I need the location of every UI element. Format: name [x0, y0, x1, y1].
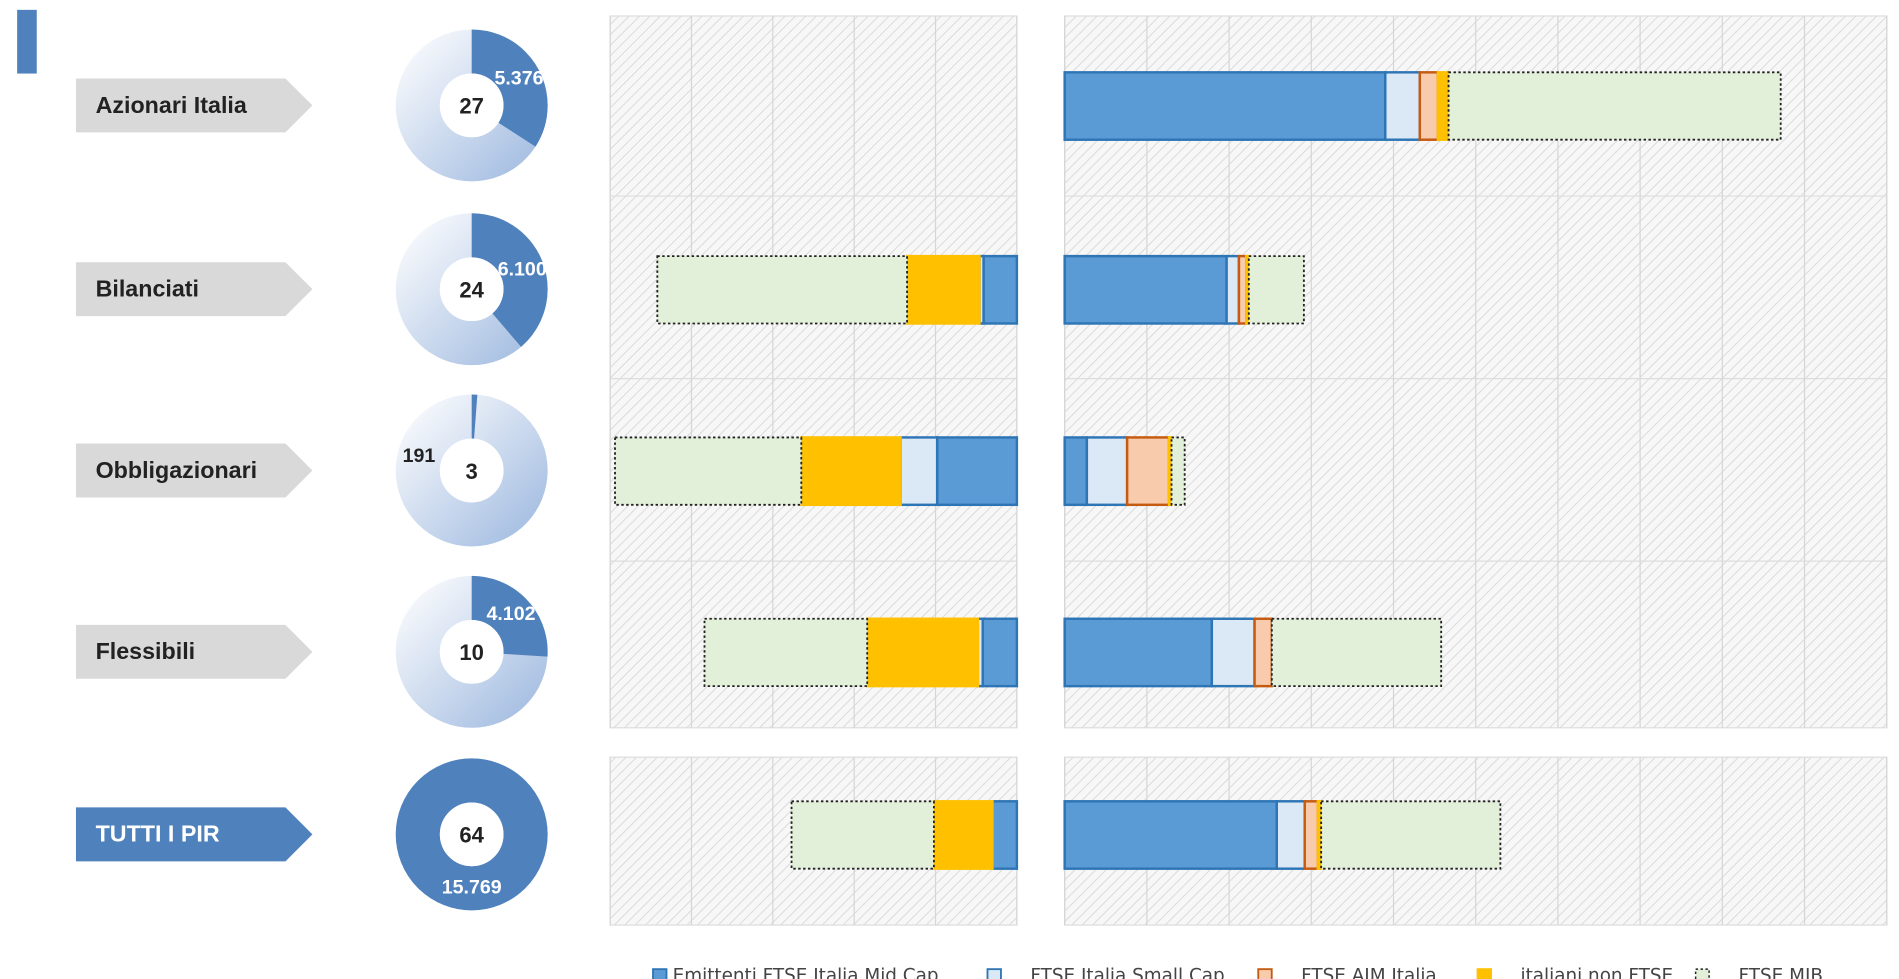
category-label: Flessibili	[96, 638, 196, 664]
bar-segment	[800, 436, 902, 507]
bar-segment	[935, 436, 1019, 507]
bar-segment	[1247, 255, 1305, 325]
bar-segment	[1384, 71, 1422, 141]
aum-label: 6.100	[498, 259, 547, 281]
bar-segment	[1210, 617, 1256, 688]
legend-label: Emittenti FTSE Italia Mid Cap	[673, 966, 939, 979]
bar-segment	[865, 617, 980, 688]
bar-segment	[1275, 800, 1306, 870]
donut-hole	[439, 802, 504, 867]
bar-segment	[1418, 71, 1440, 141]
bar-segment	[991, 800, 1019, 870]
category-label: Bilanciati	[96, 276, 199, 302]
bar-segment	[1225, 254, 1241, 325]
category-label: TUTTI I PIR	[96, 821, 220, 847]
bar-segment	[614, 436, 803, 506]
donut-slice	[395, 213, 548, 366]
bar-segment	[1063, 71, 1387, 141]
bar-segment	[1063, 800, 1278, 870]
bar-segment	[1270, 617, 1443, 688]
donut-hole	[439, 257, 504, 322]
fund-count: 10	[459, 640, 484, 665]
bar-segment	[1170, 436, 1186, 506]
category-label: Azionari Italia	[96, 92, 248, 118]
bar-segment	[899, 436, 939, 507]
bar-segment	[1125, 436, 1171, 507]
bar-segment	[1320, 800, 1502, 870]
category-arrow	[75, 807, 313, 862]
bar-segment	[1063, 254, 1228, 325]
legend-swatch	[986, 968, 1002, 979]
legend-swatch	[1476, 968, 1492, 979]
legend-swatch	[1694, 968, 1710, 979]
bar-segment	[1253, 617, 1274, 688]
bar-segment	[1436, 71, 1450, 141]
category-arrow	[75, 262, 313, 317]
donut-slice	[395, 575, 548, 728]
bar-segment	[905, 254, 981, 325]
fund-count: 27	[459, 94, 484, 119]
bar-segment	[982, 254, 1019, 325]
fund-count: 24	[459, 277, 484, 302]
legend-label: ... FTSE MIB	[1715, 966, 1823, 979]
bar-segment	[932, 800, 994, 870]
accent-bar	[17, 9, 37, 74]
fund-count: 3	[466, 459, 478, 484]
category-arrow	[75, 443, 313, 498]
bar-segment	[1303, 800, 1320, 870]
fund-count: 64	[459, 823, 484, 848]
legend-label: ... FTSE Italia Small Cap	[1007, 966, 1225, 979]
bar-segment	[790, 800, 935, 870]
bar-segment	[1085, 436, 1129, 507]
donut-hole	[439, 438, 504, 503]
category-arrow	[75, 624, 313, 679]
aum-label: 5.376	[494, 68, 543, 90]
bar-segment	[1316, 800, 1323, 870]
bar-segment	[1447, 71, 1782, 141]
bar-segment	[1063, 617, 1214, 688]
legend-label: ... FTSE AIM Italia	[1278, 966, 1437, 979]
aum-label: 191	[403, 445, 436, 467]
bar-segment	[656, 255, 908, 325]
aum-label: 4.102	[486, 603, 535, 625]
donut-slice	[395, 29, 548, 182]
donut-slice	[395, 394, 548, 547]
bar-segment	[703, 617, 869, 688]
bar-segment	[1063, 436, 1089, 507]
aum-label: 15.769	[442, 876, 502, 898]
category-arrow	[75, 78, 313, 133]
legend-swatch	[1257, 968, 1273, 979]
legend-swatch	[652, 968, 668, 979]
donut-hole	[439, 619, 504, 684]
bar-segment	[981, 617, 1019, 688]
category-label: Obbligazionari	[96, 457, 258, 483]
legend-label: ... italiani non FTSE	[1497, 966, 1673, 979]
donut-slice	[395, 758, 548, 911]
donut-hole	[439, 73, 504, 138]
